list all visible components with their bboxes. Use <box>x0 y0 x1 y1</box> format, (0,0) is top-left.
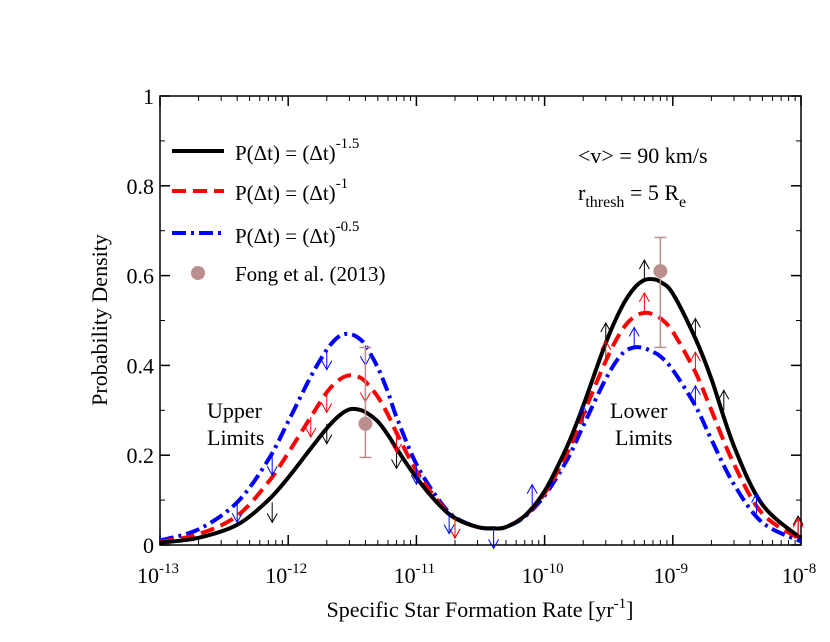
axis-ticks: 10-13 10-12 10-11 10-10 10-9 10-8 0 0.2 0.4 0.6 0.… <box>127 84 817 588</box>
x-tick-label: 10-11 <box>394 561 435 588</box>
observation-point-0 <box>358 416 373 431</box>
legend-marker-observations <box>191 266 205 280</box>
limit-arrow-down <box>231 502 243 524</box>
legend-label-series-1: P(Δt) = (Δt)-1 <box>235 176 348 205</box>
limit-arrow-up <box>689 351 701 373</box>
legend-label-observations: Fong et al. (2013) <box>235 262 385 286</box>
lower-limits-label-line2: Limits <box>615 425 672 450</box>
lower-limits-label-line1: Lower <box>610 398 668 423</box>
limit-arrow-up <box>577 404 589 427</box>
limit-arrow-down <box>488 528 500 550</box>
limit-arrow-up <box>526 483 538 505</box>
limit-arrow-up <box>689 384 701 406</box>
limit-arrow-up <box>689 317 701 339</box>
limit-arrow-down <box>443 513 455 535</box>
rthresh-annotation: rthresh = 5 Re <box>578 180 686 211</box>
limit-arrow-up <box>600 339 612 361</box>
velocity-annotation: <v> = 90 km/s <box>578 143 708 168</box>
limit-arrow-up <box>600 321 612 343</box>
limit-arrow-up <box>638 259 650 281</box>
y-tick-label: 0.4 <box>127 353 155 378</box>
legend-label-series-0: P(Δt) = (Δt)-1.5 <box>235 136 359 165</box>
limit-arrow-down <box>449 518 461 540</box>
limit-arrow-up <box>751 492 762 514</box>
limit-arrow-up <box>718 389 730 411</box>
upper-limits-label-line2: Limits <box>207 425 264 450</box>
limit-arrow-up <box>792 517 804 539</box>
series-line-1 <box>159 310 803 544</box>
limit-arrow-down <box>321 423 333 445</box>
limit-arrow-up <box>638 291 650 313</box>
x-axis-title: Specific Star Formation Rate [yr-1] <box>327 596 634 622</box>
limit-arrow-down <box>410 464 422 486</box>
y-axis-title: Probability Density <box>87 234 112 406</box>
limit-arrow-down <box>321 349 333 371</box>
x-tick-label: 10-9 <box>654 561 689 588</box>
limit-arrow-down <box>321 392 333 414</box>
legend: P(Δt) = (Δt)-1.5 P(Δt) = (Δt)-1 P(Δt) = … <box>172 136 385 286</box>
limit-arrow-down <box>305 417 317 439</box>
x-tick-label: 10-8 <box>782 561 817 588</box>
x-tick-label: 10-10 <box>522 561 564 588</box>
x-tick-label: 10-12 <box>265 561 307 588</box>
observation-points <box>358 236 668 459</box>
limit-arrow-down <box>391 432 402 454</box>
limit-arrow-down <box>266 502 278 524</box>
legend-label-series-2: P(Δt) = (Δt)-0.5 <box>235 219 359 248</box>
x-tick-label: 10-13 <box>137 561 179 588</box>
limit-arrow-down <box>266 455 278 477</box>
y-tick-label: 0.6 <box>127 264 155 289</box>
y-tick-label: 0 <box>143 533 154 558</box>
y-tick-label: 0.2 <box>127 443 155 468</box>
upper-limits-label-line1: Upper <box>207 398 263 423</box>
y-tick-label: 0.8 <box>127 174 155 199</box>
limit-arrow-up <box>628 326 640 348</box>
observation-point-1 <box>653 264 668 279</box>
y-tick-label: 1 <box>143 84 154 109</box>
